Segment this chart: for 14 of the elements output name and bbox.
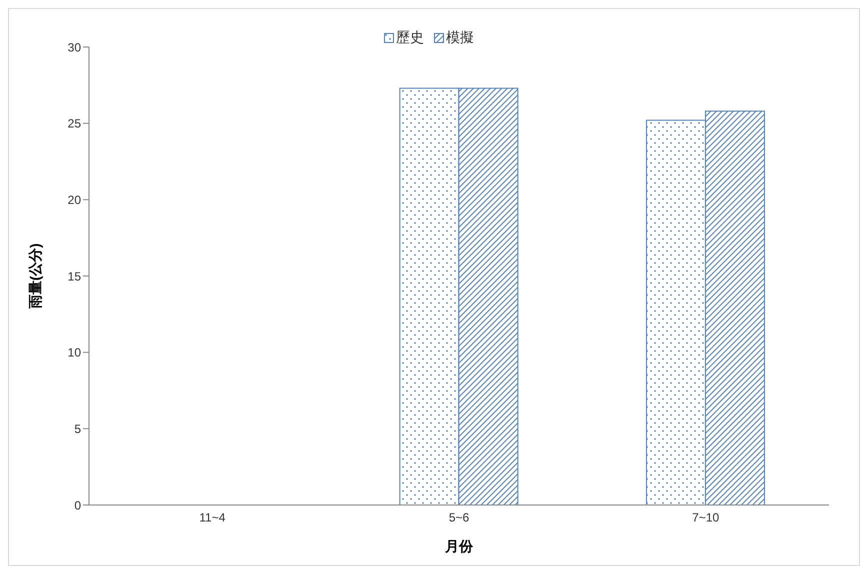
y-tick-label: 5 [74, 422, 82, 436]
x-tick-label: 11~4 [199, 510, 226, 525]
y-tick-label: 25 [68, 116, 82, 131]
x-tick-label: 7~10 [692, 510, 720, 525]
legend-label: 模擬 [446, 29, 474, 47]
y-tick-label: 30 [68, 40, 82, 54]
y-tick-label: 10 [68, 346, 82, 360]
y-axis-title: 雨量(公分) [26, 243, 43, 310]
x-axis-title: 月份 [444, 538, 474, 554]
y-tick-label: 15 [68, 269, 82, 284]
y-tick-label: 0 [74, 498, 82, 512]
legend-label: 歷史 [396, 29, 424, 47]
x-tick-label: 5~6 [448, 510, 470, 525]
y-tick-label: 20 [68, 192, 82, 207]
